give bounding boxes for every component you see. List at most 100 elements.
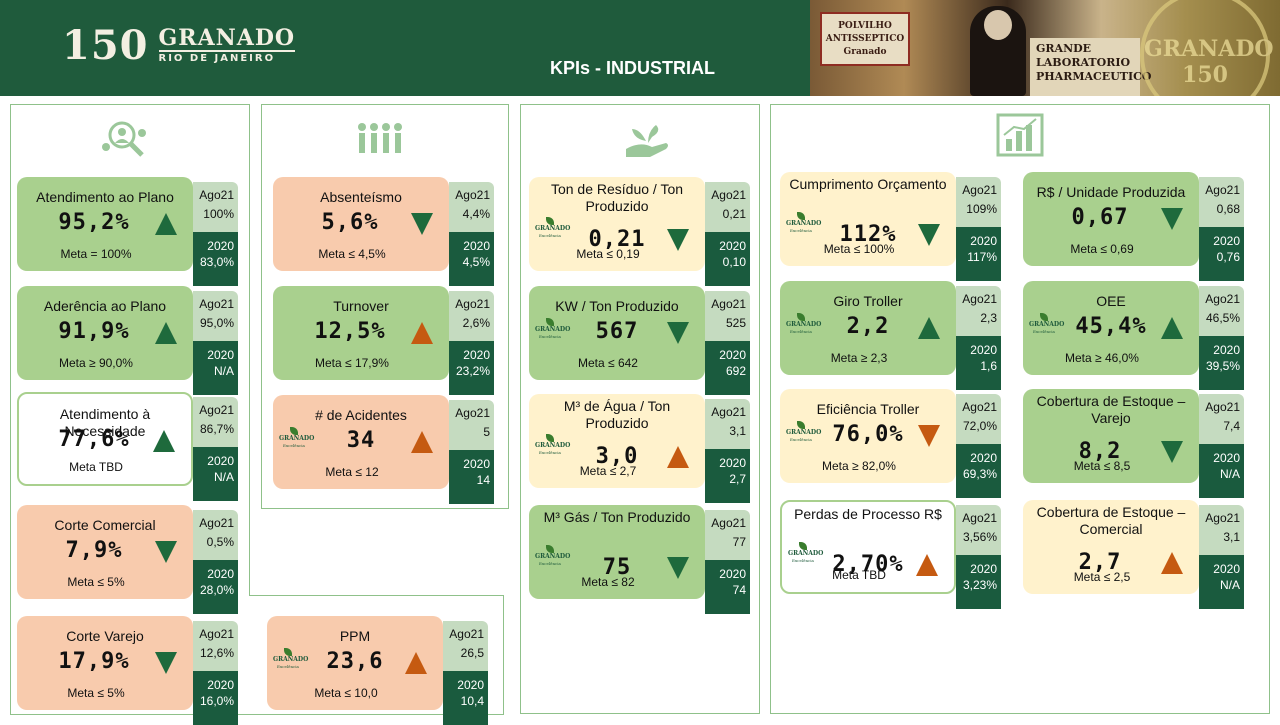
bar-chart-icon bbox=[990, 110, 1050, 160]
kpi-meta: Meta ≤ 642 bbox=[578, 356, 638, 370]
card-logo-name: GRANADO bbox=[273, 656, 309, 663]
ago21-box: Ago21 86,7% bbox=[193, 397, 238, 447]
kpi-value: 12,5% bbox=[314, 319, 386, 344]
kpi-comparison: Ago21 5 2020 14 bbox=[449, 400, 494, 504]
kpi-value: 45,4% bbox=[1075, 314, 1147, 339]
ago21-label: Ago21 bbox=[199, 188, 234, 202]
granado-excelencia-logo: GRANADO Excelência bbox=[279, 427, 314, 457]
ago21-box: Ago21 12,6% bbox=[193, 621, 238, 671]
arrow-down-icon bbox=[1161, 208, 1183, 230]
y2020-label: 2020 bbox=[970, 451, 997, 465]
y2020-box: 2020 117% bbox=[956, 227, 1001, 281]
kpi-title: M³ de Água / Ton Produzido bbox=[563, 398, 671, 431]
ago21-value: 109% bbox=[966, 202, 997, 216]
card-logo-name: GRANADO bbox=[535, 225, 571, 232]
leaf-icon bbox=[797, 421, 805, 429]
kpi-comparison: Ago21 2,3 2020 1,6 bbox=[956, 286, 1001, 390]
header-bar: 150 GRANADO RIO DE JANEIRO KPIs - INDUST… bbox=[0, 0, 1280, 96]
kpi-comparison: Ago21 26,5 2020 10,4 bbox=[443, 621, 488, 725]
y2020-box: 2020 28,0% bbox=[193, 560, 238, 614]
y2020-value: 39,5% bbox=[1205, 359, 1240, 373]
y2020-box: 2020 692 bbox=[705, 341, 750, 395]
ago21-label: Ago21 bbox=[962, 183, 997, 197]
y2020-value: 692 bbox=[725, 364, 746, 378]
y2020-label: 2020 bbox=[207, 678, 234, 692]
y2020-label: 2020 bbox=[719, 239, 746, 253]
kpi-comparison: Ago21 0,68 2020 0,76 bbox=[1199, 177, 1244, 281]
y2020-box: 2020 74 bbox=[705, 560, 750, 614]
arrow-down-icon bbox=[1161, 441, 1183, 463]
kpi-comparison: Ago21 77 2020 74 bbox=[705, 510, 750, 614]
leaf-icon bbox=[1040, 313, 1048, 321]
kpi-value: 91,9% bbox=[58, 319, 130, 344]
y2020-box: 2020 2,7 bbox=[705, 449, 750, 503]
ago21-label: Ago21 bbox=[962, 292, 997, 306]
kpi-value: 75 bbox=[602, 555, 632, 580]
y2020-label: 2020 bbox=[207, 239, 234, 253]
arrow-up-icon bbox=[411, 322, 433, 344]
y2020-value: N/A bbox=[1219, 578, 1240, 592]
card-logo-name: GRANADO bbox=[535, 442, 571, 449]
y2020-value: 16,0% bbox=[199, 694, 234, 708]
ago21-value: 46,5% bbox=[1205, 311, 1240, 325]
arrow-down-icon bbox=[667, 229, 689, 251]
card-logo-name: GRANADO bbox=[788, 550, 824, 557]
y2020-label: 2020 bbox=[457, 678, 484, 692]
ago21-label: Ago21 bbox=[1205, 511, 1240, 525]
kpi-comparison: Ago21 3,1 2020 2,7 bbox=[705, 399, 750, 503]
banner-portrait bbox=[970, 6, 1026, 96]
ago21-value: 3,1 bbox=[1223, 530, 1240, 544]
ago21-value: 0,5% bbox=[206, 535, 234, 549]
y2020-box: 2020 23,2% bbox=[449, 341, 494, 395]
y2020-value: 4,5% bbox=[462, 255, 490, 269]
kpi-value: 0,67 bbox=[1071, 205, 1129, 230]
kpi-meta: Meta TBD bbox=[832, 568, 886, 582]
banner-product-label: POLVILHO ANTISSEPTICO Granado bbox=[820, 12, 910, 66]
kpi-title: Cumprimento Orçamento bbox=[789, 176, 947, 192]
ago21-box: Ago21 3,1 bbox=[705, 399, 750, 449]
y2020-value: 1,6 bbox=[980, 359, 997, 373]
y2020-label: 2020 bbox=[1213, 451, 1240, 465]
ago21-value: 100% bbox=[203, 207, 234, 221]
y2020-box: 2020 69,3% bbox=[956, 444, 1001, 498]
kpi-comparison: Ago21 72,0% 2020 69,3% bbox=[956, 394, 1001, 498]
team-icon bbox=[350, 114, 410, 164]
y2020-value: N/A bbox=[1219, 467, 1240, 481]
y2020-value: 74 bbox=[732, 583, 746, 597]
kpi-card: Eficiência Troller GRANADO Excelência 76,0%… bbox=[780, 389, 956, 483]
people-search-icon bbox=[94, 114, 154, 164]
kpi-comparison: Ago21 0,21 2020 0,10 bbox=[705, 182, 750, 286]
ago21-label: Ago21 bbox=[1205, 292, 1240, 306]
hand-plant-icon bbox=[618, 114, 678, 164]
ago21-value: 2,6% bbox=[462, 316, 490, 330]
y2020-box: 2020 10,4 bbox=[443, 671, 488, 725]
y2020-label: 2020 bbox=[970, 343, 997, 357]
ago21-box: Ago21 26,5 bbox=[443, 621, 488, 671]
ago21-box: Ago21 7,4 bbox=[1199, 394, 1244, 444]
y2020-value: 0,76 bbox=[1216, 250, 1240, 264]
kpi-card: M³ de Água / Ton Produzido GRANADO Excelên… bbox=[529, 394, 705, 488]
card-logo-sub: Excelência bbox=[790, 228, 812, 233]
ago21-value: 7,4 bbox=[1223, 419, 1240, 433]
ago21-box: Ago21 109% bbox=[956, 177, 1001, 227]
kpi-meta: Meta ≤ 8,5 bbox=[1073, 459, 1131, 473]
arrow-up-icon bbox=[155, 213, 177, 235]
arrow-down-icon bbox=[155, 652, 177, 674]
ago21-label: Ago21 bbox=[199, 297, 234, 311]
ago21-label: Ago21 bbox=[1205, 400, 1240, 414]
page-title: KPIs - INDUSTRIAL bbox=[550, 58, 716, 78]
kpi-meta: Meta ≤ 5% bbox=[67, 686, 125, 700]
y2020-value: 83,0% bbox=[199, 255, 234, 269]
ago21-box: Ago21 95,0% bbox=[193, 291, 238, 341]
granado-excelencia-logo: GRANADO Excelência bbox=[535, 217, 571, 247]
y2020-label: 2020 bbox=[1213, 234, 1240, 248]
y2020-label: 2020 bbox=[970, 562, 997, 576]
kpi-title: Turnover bbox=[333, 298, 389, 314]
kpi-value: 112% bbox=[839, 222, 897, 247]
y2020-value: 3,23% bbox=[962, 578, 997, 592]
ago21-box: Ago21 72,0% bbox=[956, 394, 1001, 444]
kpi-card: Atendimento à Necessidade 77,6% Meta TBD bbox=[17, 392, 193, 486]
kpi-card: Giro Troller GRANADO Excelência 2,2 Meta ≥ 2… bbox=[780, 281, 956, 375]
granado-150-logo: 150 GRANADO RIO DE JANEIRO bbox=[62, 26, 296, 66]
kpi-title: Cobertura de Estoque – Varejo bbox=[1036, 393, 1186, 426]
